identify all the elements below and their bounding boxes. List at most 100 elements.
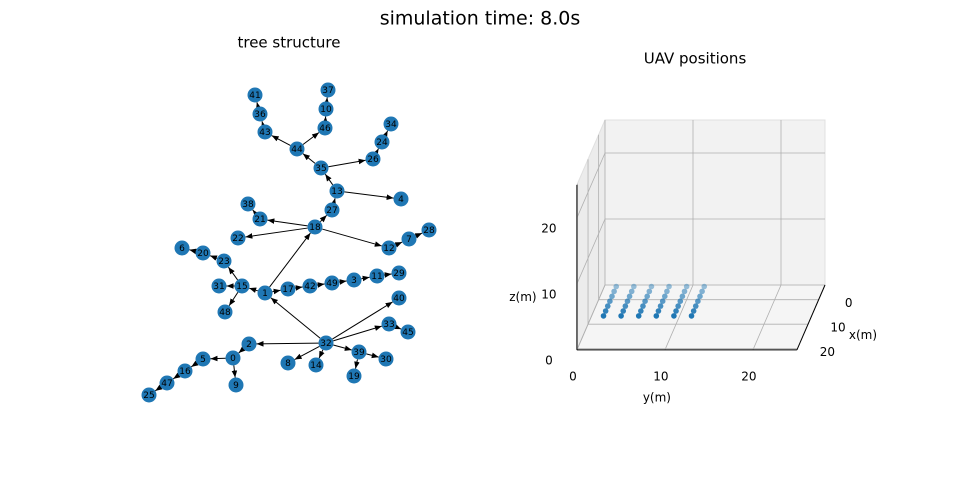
edge xyxy=(227,266,239,281)
edge xyxy=(261,121,267,129)
z-tick-label: 0 xyxy=(545,353,553,367)
node xyxy=(369,268,385,284)
edge xyxy=(328,158,366,168)
plot-title: UAV positions xyxy=(644,50,747,68)
axis-line xyxy=(796,284,826,351)
uav-point xyxy=(638,308,644,314)
node-label: 17 xyxy=(282,285,293,295)
node xyxy=(383,116,399,132)
node-label: 48 xyxy=(219,308,231,318)
uav-point xyxy=(699,288,705,295)
node xyxy=(280,281,296,297)
uav-point xyxy=(653,313,660,319)
node xyxy=(257,285,273,301)
node xyxy=(329,183,345,199)
y-tick-label: 10 xyxy=(653,369,668,383)
edge xyxy=(324,173,334,186)
node-label: 47 xyxy=(161,379,172,389)
node-label: 5 xyxy=(200,355,206,365)
edge xyxy=(255,102,262,110)
node-label: 43 xyxy=(259,128,270,138)
uav-point xyxy=(666,283,672,290)
uav-point xyxy=(644,293,650,300)
uav-point xyxy=(655,308,662,314)
uav-point xyxy=(624,298,631,305)
node xyxy=(234,278,250,294)
uav-point xyxy=(673,308,679,314)
edge xyxy=(270,297,321,339)
edge xyxy=(332,301,393,340)
node xyxy=(159,375,175,391)
edge xyxy=(256,341,319,347)
node-label: 26 xyxy=(367,155,379,165)
node xyxy=(230,230,246,246)
node xyxy=(324,202,340,218)
edge xyxy=(228,292,239,306)
node xyxy=(247,87,263,103)
uav-point xyxy=(620,308,627,314)
node xyxy=(195,245,211,261)
node-label: 37 xyxy=(322,86,333,96)
z-tick-label: 10 xyxy=(541,287,556,301)
node-label: 21 xyxy=(254,215,265,225)
uav-point xyxy=(664,288,670,295)
z-axis-label: z(m) xyxy=(509,290,536,304)
uav-point xyxy=(640,303,646,309)
edge xyxy=(333,325,382,342)
back-pane xyxy=(604,119,826,286)
y-tick-label: 0 xyxy=(569,369,577,383)
node-label: 9 xyxy=(233,381,239,391)
node xyxy=(346,272,362,288)
x-tick-label: 10 xyxy=(830,321,845,335)
edge xyxy=(210,355,226,362)
node-label: 39 xyxy=(353,348,365,358)
uav-point xyxy=(659,298,666,305)
node xyxy=(317,120,333,136)
node-label: 24 xyxy=(376,138,388,148)
edge xyxy=(189,248,197,255)
edge xyxy=(366,352,379,359)
uav-point xyxy=(701,283,708,290)
node-label: 33 xyxy=(383,320,394,330)
uav-point xyxy=(697,293,703,300)
uav-point xyxy=(602,308,609,314)
node xyxy=(225,350,241,366)
node-label: 10 xyxy=(320,105,332,115)
node-label: 45 xyxy=(402,328,413,338)
node-label: 35 xyxy=(315,164,326,174)
edge xyxy=(190,360,199,368)
uav-point xyxy=(607,298,613,305)
grid-line xyxy=(576,218,825,285)
node xyxy=(195,351,211,367)
uav-point xyxy=(692,303,699,309)
node-label: 6 xyxy=(179,244,185,254)
node-label: 3 xyxy=(351,276,357,286)
edge xyxy=(333,344,352,351)
node xyxy=(378,351,394,367)
node-label: 29 xyxy=(393,269,405,279)
grid-line xyxy=(576,152,825,219)
node-label: 25 xyxy=(143,391,154,401)
edge xyxy=(372,148,379,157)
node-label: 49 xyxy=(326,279,338,289)
node-label: 2 xyxy=(246,340,252,350)
node-label: 40 xyxy=(393,294,405,304)
edge xyxy=(295,285,303,291)
uav-point xyxy=(626,293,633,300)
uav-point xyxy=(683,283,690,290)
node xyxy=(252,211,268,227)
node-label: 44 xyxy=(291,145,303,155)
node xyxy=(393,191,409,207)
uav-point xyxy=(662,293,668,300)
node xyxy=(365,151,381,167)
node-label: 38 xyxy=(242,200,254,210)
edge xyxy=(330,198,337,206)
edge xyxy=(272,288,281,295)
node xyxy=(324,275,340,291)
node xyxy=(289,141,305,157)
uav-point xyxy=(681,288,688,295)
edge xyxy=(209,255,218,261)
node-label: 15 xyxy=(236,282,247,292)
uav-point xyxy=(604,303,611,309)
